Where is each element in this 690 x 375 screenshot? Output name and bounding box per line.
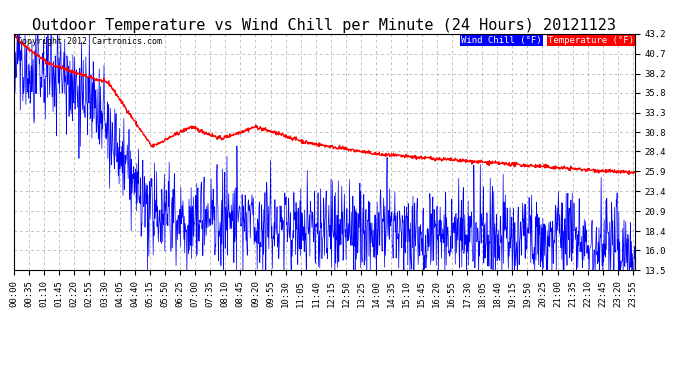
Title: Outdoor Temperature vs Wind Chill per Minute (24 Hours) 20121123: Outdoor Temperature vs Wind Chill per Mi…	[32, 18, 616, 33]
Text: Wind Chill (°F): Wind Chill (°F)	[461, 36, 542, 45]
Text: Copyright 2012 Cartronics.com: Copyright 2012 Cartronics.com	[17, 37, 162, 46]
Text: Temperature (°F): Temperature (°F)	[548, 36, 634, 45]
